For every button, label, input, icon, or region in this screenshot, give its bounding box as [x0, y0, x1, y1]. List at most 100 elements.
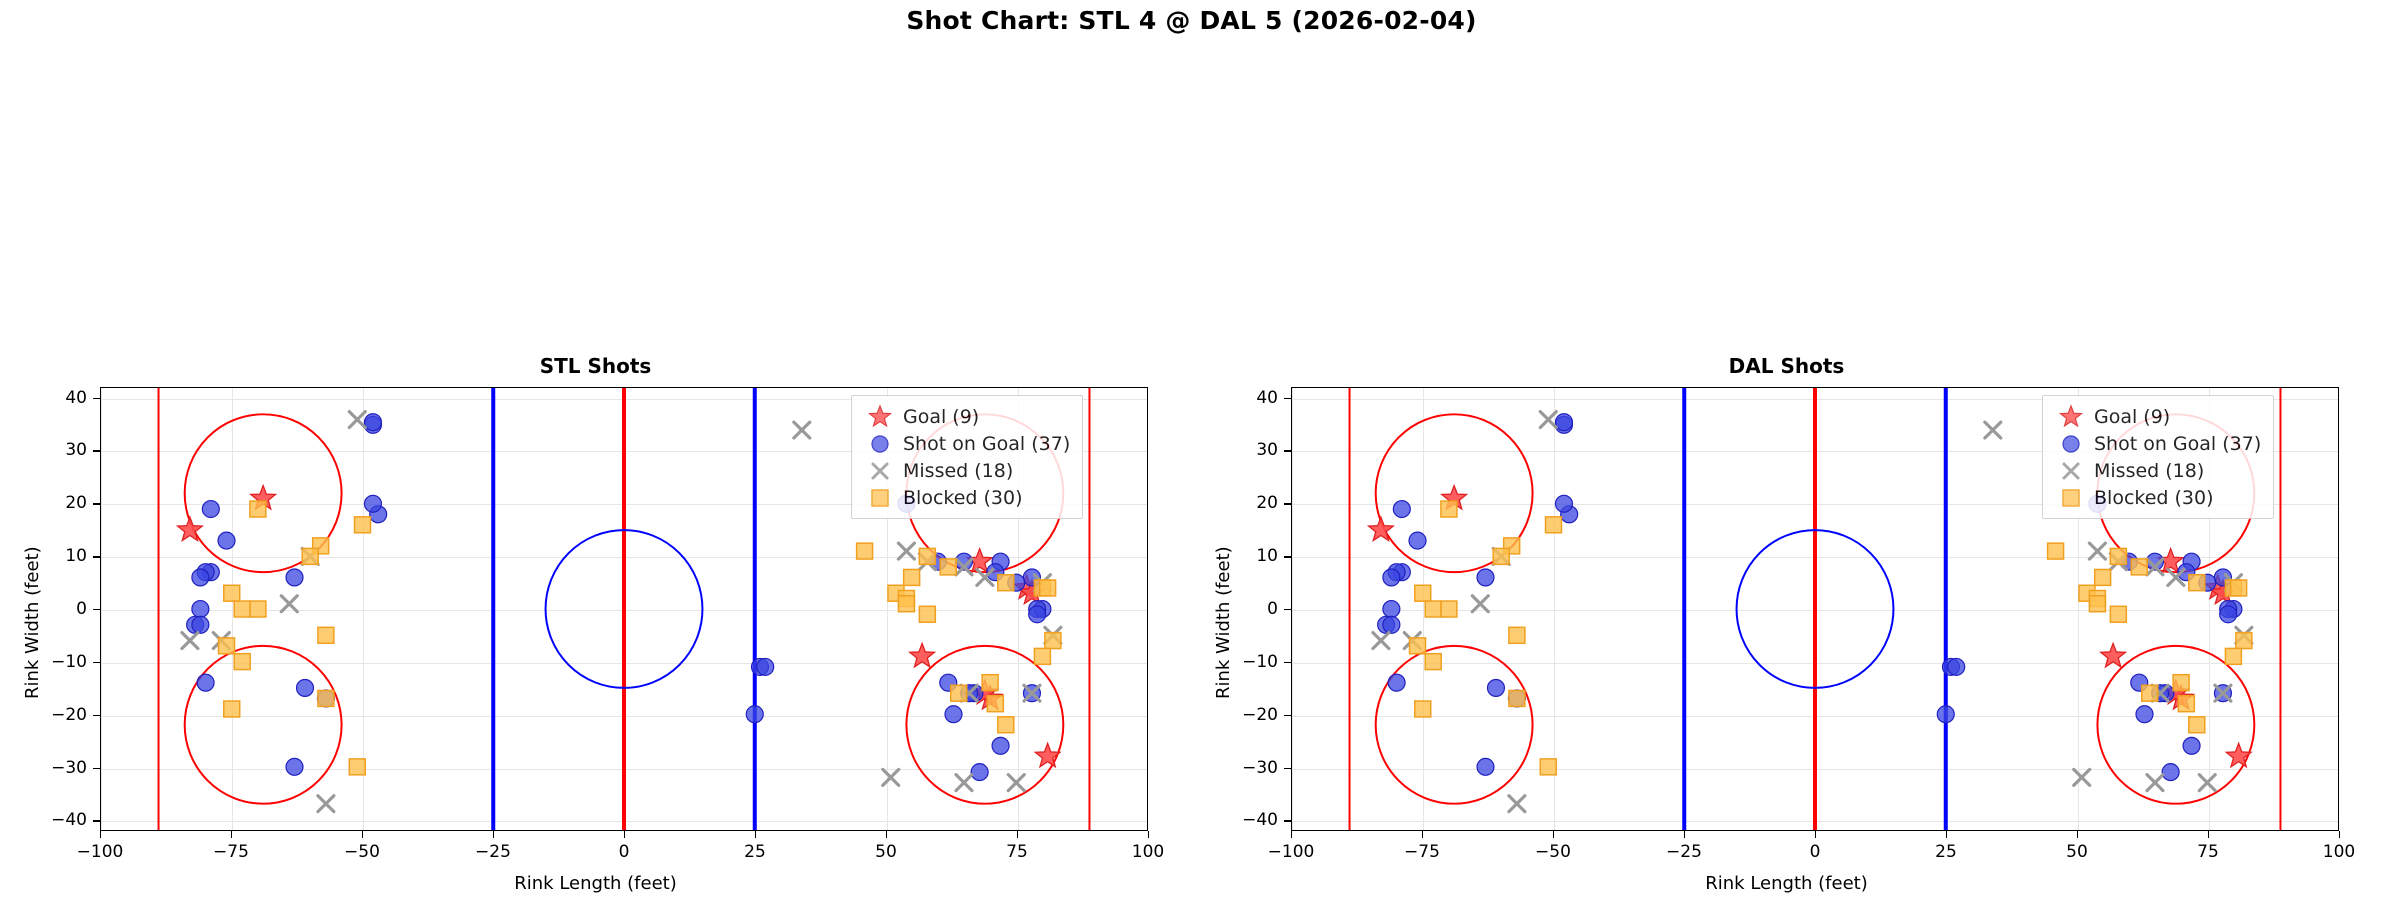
shot-on-goal-marker[interactable]: [965, 684, 984, 703]
shot-on-goal-marker[interactable]: [316, 689, 335, 708]
missed-marker[interactable]: [881, 767, 901, 787]
shot-on-goal-marker[interactable]: [1007, 573, 1026, 592]
blocked-marker[interactable]: [939, 558, 957, 576]
blocked-marker[interactable]: [317, 626, 335, 645]
shot-on-goal-marker[interactable]: [2182, 736, 2201, 755]
blocked-marker[interactable]: [2235, 631, 2253, 650]
goal-marker[interactable]: [175, 515, 205, 543]
shot-on-goal-marker[interactable]: [1476, 568, 1495, 587]
shot-on-goal-marker[interactable]: [2161, 763, 2180, 782]
blocked-marker[interactable]: [986, 695, 1005, 713]
blocked-marker[interactable]: [997, 573, 1015, 592]
blocked-marker[interactable]: [897, 589, 916, 608]
blocked-marker[interactable]: [918, 605, 937, 623]
shot-on-goal-marker[interactable]: [750, 657, 770, 676]
missed-marker[interactable]: [2223, 573, 2243, 593]
shot-on-goal-marker[interactable]: [1936, 705, 1955, 724]
blocked-marker[interactable]: [1424, 600, 1442, 618]
shot-on-goal-marker[interactable]: [1476, 757, 1495, 776]
blocked-marker[interactable]: [997, 716, 1015, 734]
blocked-marker[interactable]: [233, 652, 251, 671]
shot-on-goal-marker[interactable]: [1022, 684, 1042, 703]
shot-on-goal-marker[interactable]: [186, 615, 205, 634]
goal-marker[interactable]: [2224, 741, 2253, 769]
shot-on-goal-marker[interactable]: [986, 563, 1005, 582]
blocked-marker[interactable]: [2229, 579, 2248, 597]
missed-marker[interactable]: [2213, 683, 2233, 703]
blocked-marker[interactable]: [2224, 579, 2243, 597]
missed-marker[interactable]: [1371, 631, 1391, 651]
missed-marker[interactable]: [792, 420, 812, 440]
shot-on-goal-marker[interactable]: [1028, 605, 1047, 624]
shot-on-goal-marker[interactable]: [285, 757, 304, 776]
shot-on-goal-marker[interactable]: [363, 415, 383, 434]
blocked-marker[interactable]: [311, 537, 330, 555]
shot-on-goal-marker[interactable]: [1392, 563, 1411, 582]
blocked-marker[interactable]: [887, 584, 905, 602]
shot-on-goal-marker[interactable]: [991, 736, 1010, 755]
blocked-marker[interactable]: [1424, 652, 1442, 671]
shot-on-goal-marker[interactable]: [2119, 552, 2138, 571]
shot-on-goal-marker[interactable]: [939, 673, 958, 692]
shot-on-goal-marker[interactable]: [756, 657, 775, 676]
shot-on-goal-marker[interactable]: [1486, 678, 1506, 697]
missed-marker[interactable]: [1983, 420, 2003, 440]
goal-marker[interactable]: [2208, 578, 2238, 606]
shot-on-goal-marker[interactable]: [196, 563, 215, 582]
shot-on-goal-marker[interactable]: [2213, 684, 2233, 703]
shot-on-goal-marker[interactable]: [2219, 599, 2238, 619]
blocked-marker[interactable]: [233, 600, 251, 618]
blocked-marker[interactable]: [317, 689, 335, 708]
missed-marker[interactable]: [2072, 767, 2092, 787]
blocked-marker[interactable]: [2188, 716, 2206, 734]
missed-marker[interactable]: [2166, 567, 2186, 587]
shot-on-goal-marker[interactable]: [2224, 599, 2243, 619]
shot-on-goal-marker[interactable]: [295, 678, 315, 697]
missed-marker[interactable]: [1402, 631, 1422, 651]
shot-on-goal-marker[interactable]: [2135, 705, 2154, 724]
shot-on-goal-marker[interactable]: [970, 763, 989, 782]
missed-marker[interactable]: [954, 557, 974, 577]
blocked-marker[interactable]: [1502, 537, 1521, 555]
blocked-marker[interactable]: [1038, 579, 1057, 597]
goal-marker[interactable]: [970, 678, 999, 706]
missed-marker[interactable]: [975, 567, 995, 587]
shot-on-goal-marker[interactable]: [369, 505, 388, 524]
shot-on-goal-marker[interactable]: [1941, 657, 1961, 676]
shot-on-goal-marker[interactable]: [1392, 499, 1411, 519]
shot-on-goal-marker[interactable]: [191, 568, 210, 587]
shot-on-goal-marker[interactable]: [1387, 673, 1406, 692]
missed-marker[interactable]: [1006, 773, 1026, 793]
missed-marker[interactable]: [2108, 552, 2128, 572]
shot-on-goal-marker[interactable]: [363, 413, 383, 432]
missed-marker[interactable]: [1507, 794, 1527, 814]
shot-on-goal-marker[interactable]: [2198, 573, 2217, 592]
missed-marker[interactable]: [2197, 773, 2217, 793]
blocked-marker[interactable]: [949, 684, 968, 702]
shot-on-goal-marker[interactable]: [1560, 505, 1579, 524]
blocked-marker[interactable]: [2078, 584, 2096, 602]
blocked-marker[interactable]: [2088, 589, 2107, 608]
shot-on-goal-marker[interactable]: [2151, 684, 2170, 703]
blocked-marker[interactable]: [2140, 684, 2159, 702]
shot-on-goal-marker[interactable]: [2145, 552, 2165, 571]
blocked-marker[interactable]: [249, 600, 267, 618]
missed-marker[interactable]: [917, 552, 937, 572]
shot-on-goal-marker[interactable]: [1554, 415, 1574, 434]
shot-on-goal-marker[interactable]: [191, 615, 210, 634]
goal-marker[interactable]: [2161, 678, 2190, 706]
missed-marker[interactable]: [2145, 773, 2165, 793]
shot-on-goal-marker[interactable]: [954, 552, 974, 571]
shot-on-goal-marker[interactable]: [1382, 599, 1401, 619]
missed-marker[interactable]: [959, 683, 979, 703]
missed-marker[interactable]: [2150, 683, 2170, 703]
blocked-marker[interactable]: [1440, 600, 1458, 618]
shot-on-goal-marker[interactable]: [960, 684, 979, 703]
shot-on-goal-marker[interactable]: [2156, 684, 2175, 703]
shot-on-goal-marker[interactable]: [944, 705, 963, 724]
goal-marker[interactable]: [2156, 546, 2185, 574]
blocked-marker[interactable]: [1033, 579, 1052, 597]
goal-marker[interactable]: [1033, 741, 1062, 769]
blocked-marker[interactable]: [2093, 568, 2112, 587]
shot-on-goal-marker[interactable]: [1382, 615, 1401, 634]
